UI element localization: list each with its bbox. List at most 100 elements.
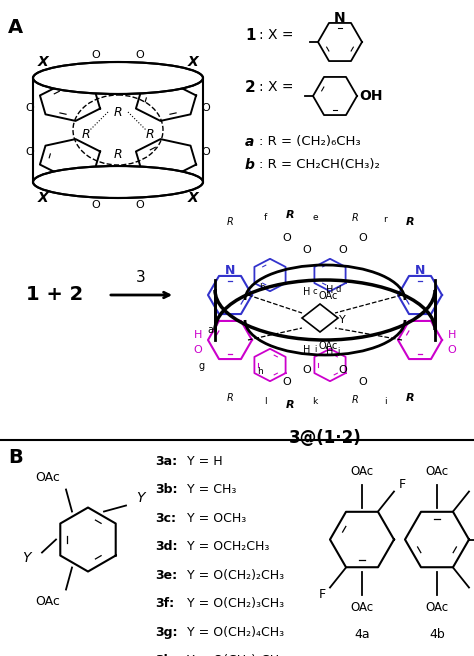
Text: O: O xyxy=(193,345,202,355)
Text: 4b: 4b xyxy=(429,628,445,641)
Text: H: H xyxy=(303,345,310,355)
Text: O: O xyxy=(283,233,292,243)
Text: : R = CH₂CH(CH₃)₂: : R = CH₂CH(CH₃)₂ xyxy=(259,158,380,171)
Text: Y: Y xyxy=(136,491,144,504)
Text: O: O xyxy=(201,147,210,157)
Text: O: O xyxy=(283,377,292,387)
Text: O: O xyxy=(136,200,145,210)
Text: Y = O(CH₂)₅CH₃: Y = O(CH₂)₅CH₃ xyxy=(187,654,284,656)
Text: Y = OCH₂CH₃: Y = OCH₂CH₃ xyxy=(187,540,269,553)
Text: X: X xyxy=(188,191,199,205)
Text: N: N xyxy=(415,264,425,277)
Text: H: H xyxy=(303,287,310,297)
Text: O: O xyxy=(338,365,347,375)
Text: b: b xyxy=(259,283,265,291)
Text: f: f xyxy=(264,213,266,222)
Text: 1 + 2: 1 + 2 xyxy=(27,285,83,304)
Text: 3c:: 3c: xyxy=(155,512,176,525)
Text: O: O xyxy=(359,233,367,243)
Text: 3: 3 xyxy=(136,270,146,285)
Text: 1: 1 xyxy=(245,28,255,43)
Text: R: R xyxy=(286,400,294,410)
Text: Y: Y xyxy=(22,550,30,565)
Text: R: R xyxy=(352,213,358,223)
Text: : R = (CH₂)₆CH₃: : R = (CH₂)₆CH₃ xyxy=(259,135,361,148)
Text: OH: OH xyxy=(359,89,383,103)
Ellipse shape xyxy=(33,166,203,198)
Text: N: N xyxy=(334,11,346,25)
Text: H: H xyxy=(448,330,456,340)
Text: OAc: OAc xyxy=(426,465,448,478)
Text: Y = H: Y = H xyxy=(187,455,223,468)
Text: O: O xyxy=(26,147,35,157)
Text: Y: Y xyxy=(338,315,346,325)
Ellipse shape xyxy=(33,62,203,94)
Text: l: l xyxy=(264,398,266,407)
Text: i: i xyxy=(383,398,386,407)
Text: O: O xyxy=(302,245,311,255)
Text: A: A xyxy=(8,18,23,37)
Text: X: X xyxy=(37,191,48,205)
Text: R: R xyxy=(406,217,414,227)
Text: 3b:: 3b: xyxy=(155,483,177,496)
Text: R: R xyxy=(286,210,294,220)
Text: 3g:: 3g: xyxy=(155,626,177,638)
Text: 3d:: 3d: xyxy=(155,540,177,553)
Text: OAc: OAc xyxy=(36,471,61,484)
Text: c: c xyxy=(313,287,317,297)
Text: Y = O(CH₂)₄CH₃: Y = O(CH₂)₄CH₃ xyxy=(187,626,284,638)
Text: 4a: 4a xyxy=(354,628,370,641)
Text: R: R xyxy=(114,148,122,161)
Text: : X =: : X = xyxy=(259,80,293,94)
Text: r: r xyxy=(383,216,387,224)
Text: OAc: OAc xyxy=(350,465,374,478)
Text: k: k xyxy=(312,398,318,407)
Text: OAc: OAc xyxy=(319,291,337,301)
Text: Y = CH₃: Y = CH₃ xyxy=(187,483,237,496)
Text: R: R xyxy=(227,393,233,403)
Text: X: X xyxy=(37,55,48,69)
Text: H: H xyxy=(326,347,334,357)
Text: H: H xyxy=(326,285,334,295)
Text: R: R xyxy=(146,129,155,142)
Text: j: j xyxy=(337,348,339,356)
Text: O: O xyxy=(447,345,456,355)
Text: O: O xyxy=(26,103,35,113)
Text: R: R xyxy=(114,106,122,119)
Text: B: B xyxy=(8,447,23,466)
Text: OAc: OAc xyxy=(350,601,374,614)
Text: N: N xyxy=(225,264,235,277)
Text: OAc: OAc xyxy=(36,595,61,608)
Text: OAc: OAc xyxy=(319,341,337,351)
Text: e: e xyxy=(312,213,318,222)
Text: h: h xyxy=(257,367,263,375)
Text: R: R xyxy=(352,395,358,405)
Text: F: F xyxy=(319,588,326,601)
Text: Y = O(CH₂)₂CH₃: Y = O(CH₂)₂CH₃ xyxy=(187,569,284,581)
Text: R: R xyxy=(82,129,91,142)
Text: R: R xyxy=(227,217,233,227)
Text: O: O xyxy=(302,365,311,375)
Text: b: b xyxy=(245,158,255,172)
Text: 3a:: 3a: xyxy=(155,455,177,468)
Text: d: d xyxy=(335,285,341,295)
Text: R: R xyxy=(406,393,414,403)
Text: 3f:: 3f: xyxy=(155,597,174,610)
Text: O: O xyxy=(359,377,367,387)
Text: Y = OCH₃: Y = OCH₃ xyxy=(187,512,246,525)
Text: 3@(1·2): 3@(1·2) xyxy=(289,429,361,447)
Text: g: g xyxy=(199,361,205,371)
Text: O: O xyxy=(201,103,210,113)
Text: i: i xyxy=(314,346,316,354)
Text: O: O xyxy=(91,200,100,210)
Text: OAc: OAc xyxy=(426,601,448,614)
Polygon shape xyxy=(302,304,338,332)
Text: Y = O(CH₂)₃CH₃: Y = O(CH₂)₃CH₃ xyxy=(187,597,284,610)
Text: O: O xyxy=(136,50,145,60)
Text: : X =: : X = xyxy=(259,28,293,42)
Text: O: O xyxy=(338,245,347,255)
Text: X: X xyxy=(188,55,199,69)
Text: F: F xyxy=(399,478,406,491)
Text: a: a xyxy=(207,325,213,335)
Text: 2: 2 xyxy=(245,80,256,95)
